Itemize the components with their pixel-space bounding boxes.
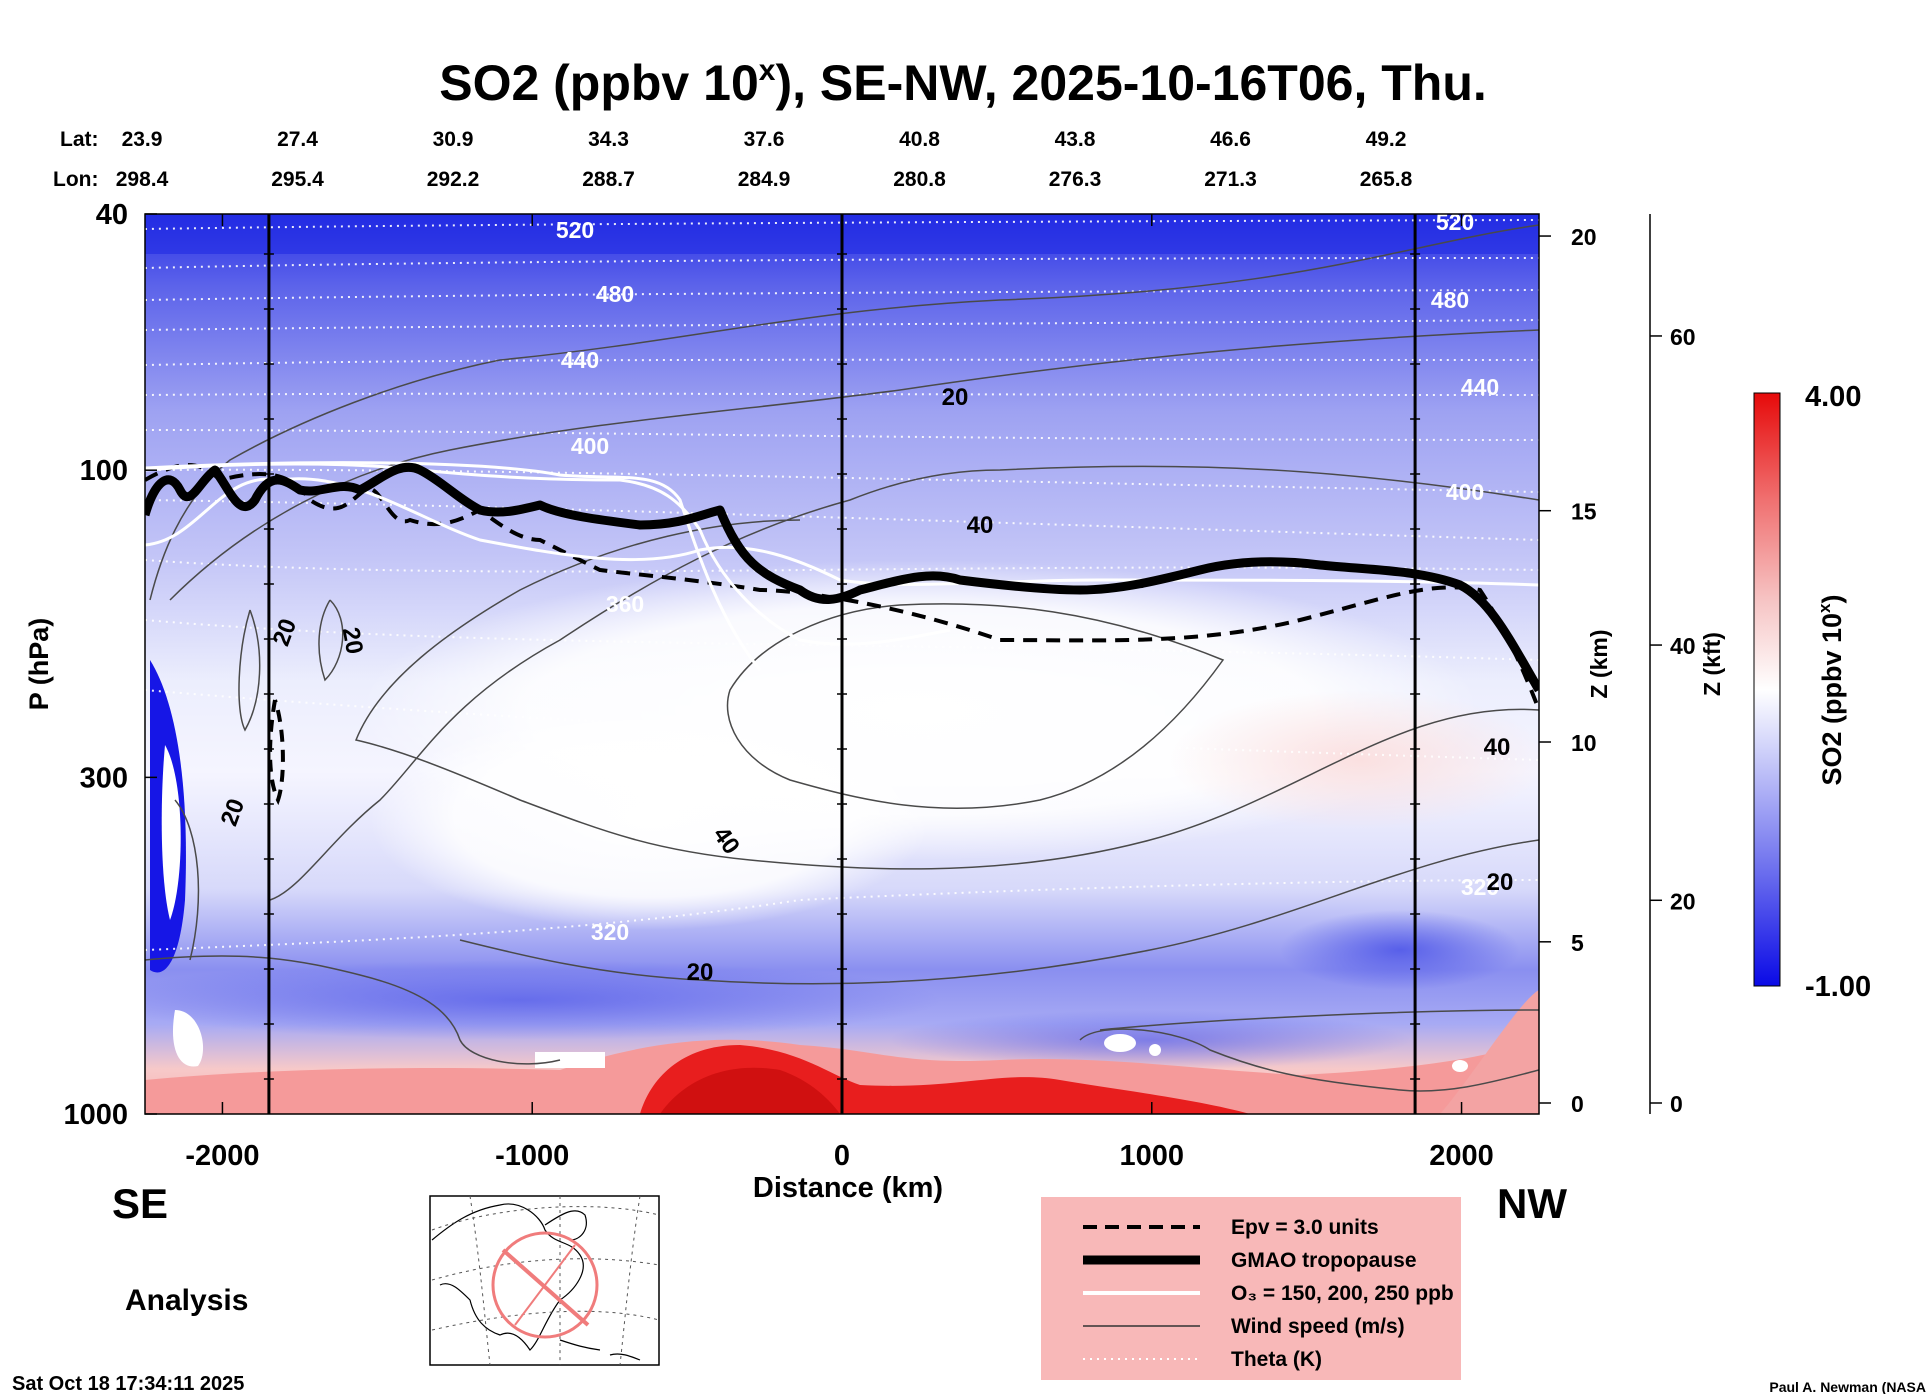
z-km-label: Z (km) [1586, 630, 1612, 699]
wind-label: 40 [967, 512, 994, 539]
inset-map [429, 1195, 660, 1366]
theta-label: 480 [1431, 287, 1469, 313]
z-km-tick-label: 20 [1571, 224, 1597, 250]
lon-value: 276.3 [1049, 168, 1102, 191]
x-tick-label: 1000 [1120, 1140, 1185, 1172]
colorbar-max-label: 4.00 [1805, 381, 1861, 413]
legend-item-label: O₃ = 150, 200, 250 ppb [1231, 1282, 1454, 1305]
p-tick-label: 1000 [63, 1099, 128, 1131]
lat-value: 23.9 [122, 128, 163, 151]
lon-value: 298.4 [116, 168, 169, 191]
theta-label: 320 [1461, 874, 1499, 900]
legend-item-label: Theta (K) [1231, 1348, 1322, 1371]
lon-value: 292.2 [427, 168, 480, 191]
footer-timestamp: Sat Oct 18 17:34:11 2025 [12, 1373, 244, 1394]
lat-value: 34.3 [588, 128, 629, 151]
footer-credit: Paul A. Newman (NASA [1769, 1379, 1926, 1394]
x-tick-label: 0 [834, 1140, 850, 1172]
theta-label: 400 [1446, 479, 1484, 505]
lon-label: Lon: [53, 168, 98, 191]
x-tick-label: -1000 [495, 1140, 569, 1172]
lon-value: 284.9 [738, 168, 791, 191]
lon-value: 271.3 [1204, 168, 1257, 191]
chart-title: SO2 (ppbv 10x), SE-NW, 2025-10-16T06, Th… [439, 54, 1487, 111]
z-km-tick-label: 15 [1571, 499, 1597, 525]
lat-lon-header: 23.9 298.4 27.4 295.4 30.9 292.2 34.3 288.7 37.6… [116, 128, 1413, 191]
theta-label: 360 [606, 591, 644, 617]
z-km-tick-label: 0 [1571, 1091, 1584, 1117]
theta-label: 440 [1461, 374, 1499, 400]
x-tick-label: 2000 [1429, 1140, 1494, 1172]
p-tick-label: 100 [80, 455, 128, 487]
x-tick-label: -2000 [185, 1140, 259, 1172]
lon-value: 295.4 [271, 168, 324, 191]
colorbar-label: SO2 (ppbv 10x) [1815, 594, 1847, 785]
theta-label: 400 [571, 433, 609, 459]
vertical-marker-lines [263, 214, 1421, 1114]
legend-item-label: GMAO tropopause [1231, 1249, 1417, 1272]
se-direction-label: SE [112, 1180, 168, 1227]
x-axis-label: Distance (km) [753, 1172, 943, 1204]
z-km-tick-label: 5 [1571, 930, 1584, 956]
legend: Epv = 3.0 units GMAO tropopause O₃ = 150… [1041, 1197, 1461, 1380]
analysis-label: Analysis [125, 1284, 248, 1317]
p-tick-label: 300 [80, 762, 128, 794]
z-km-axis: 20 15 10 5 0 [1539, 224, 1597, 1117]
lat-label: Lat: [60, 128, 99, 151]
nw-direction-label: NW [1497, 1180, 1567, 1227]
lat-value: 46.6 [1210, 128, 1251, 151]
theta-label: 480 [596, 281, 634, 307]
legend-item-label: Epv = 3.0 units [1231, 1216, 1379, 1239]
wind-label: 20 [1487, 869, 1514, 896]
lat-value: 30.9 [433, 128, 474, 151]
wind-label: 20 [942, 384, 969, 411]
theta-label: 320 [591, 919, 629, 945]
colorbar-min-label: -1.00 [1805, 971, 1871, 1003]
z-kft-axis: 60 40 20 0 [1649, 214, 1696, 1117]
lat-value: 27.4 [277, 128, 318, 151]
lon-value: 280.8 [893, 168, 946, 191]
lat-value: 37.6 [744, 128, 785, 151]
legend-item-label: Wind speed (m/s) [1231, 1315, 1405, 1338]
z-kft-label: Z (kft) [1699, 632, 1725, 696]
lat-value: 43.8 [1055, 128, 1096, 151]
lon-value: 265.8 [1360, 168, 1413, 191]
theta-label: 520 [1436, 209, 1474, 235]
theta-label: 520 [556, 217, 594, 243]
pressure-axis: 40 100 300 1000 [63, 199, 157, 1131]
theta-label: 440 [561, 347, 599, 373]
lat-value: 40.8 [899, 128, 940, 151]
lat-value: 49.2 [1366, 128, 1407, 151]
y-axis-label: P (hPa) [24, 618, 54, 711]
z-kft-tick-label: 60 [1670, 324, 1696, 350]
wind-label: 40 [1484, 734, 1511, 761]
wind-label: 20 [337, 625, 368, 656]
z-kft-tick-label: 0 [1670, 1091, 1683, 1117]
z-km-tick-label: 10 [1571, 730, 1597, 756]
colorbar [1753, 392, 1781, 987]
z-kft-tick-label: 40 [1670, 633, 1696, 659]
wind-label: 20 [687, 959, 714, 986]
x-axis: -2000 -1000 0 1000 2000 [185, 214, 1494, 1172]
z-kft-tick-label: 20 [1670, 888, 1696, 914]
p-tick-label: 40 [96, 199, 128, 231]
lon-value: 288.7 [582, 168, 635, 191]
heatmap-field: 520 480 440 400 360 320 520 480 440 400 … [145, 209, 1539, 1114]
